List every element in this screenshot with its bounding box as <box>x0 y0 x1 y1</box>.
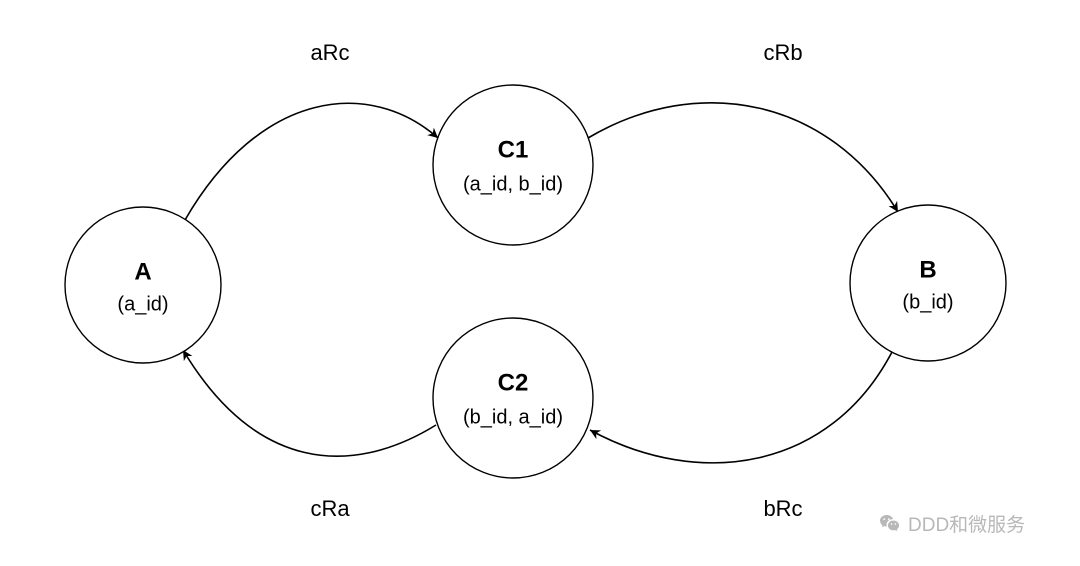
edge-cRb <box>588 103 898 212</box>
node-C2-title: C2 <box>498 369 529 396</box>
node-B-sub: (b_id) <box>902 291 953 313</box>
node-C1: C1 (a_id, b_id) <box>433 85 593 245</box>
node-C1-sub: (a_id, b_id) <box>463 173 563 195</box>
node-C1-circle <box>433 85 593 245</box>
wechat-icon <box>878 512 902 536</box>
edge-label-bRc: bRc <box>763 496 802 521</box>
node-B-title: B <box>919 256 936 283</box>
edge-cRa <box>183 350 436 456</box>
edge-label-cRb: cRb <box>763 40 802 65</box>
node-C1-title: C1 <box>498 136 529 163</box>
edge-aRc <box>185 103 438 220</box>
edge-label-cRa: cRa <box>310 496 350 521</box>
edge-label-aRc: aRc <box>310 40 349 65</box>
watermark: DDD和微服务 <box>878 510 1025 537</box>
node-C2-sub: (b_id, a_id) <box>463 406 563 428</box>
node-B: B (b_id) <box>850 205 1006 361</box>
node-A-sub: (a_id) <box>117 293 168 315</box>
node-C2-circle <box>433 318 593 478</box>
node-A: A (a_id) <box>65 207 221 363</box>
edge-bRc <box>590 352 892 463</box>
node-C2: C2 (b_id, a_id) <box>433 318 593 478</box>
node-A-title: A <box>134 258 151 285</box>
watermark-text: DDD和微服务 <box>908 510 1025 537</box>
graph-diagram: aRc cRb bRc cRa A (a_id) C1 (a_id, b_id)… <box>0 0 1080 566</box>
